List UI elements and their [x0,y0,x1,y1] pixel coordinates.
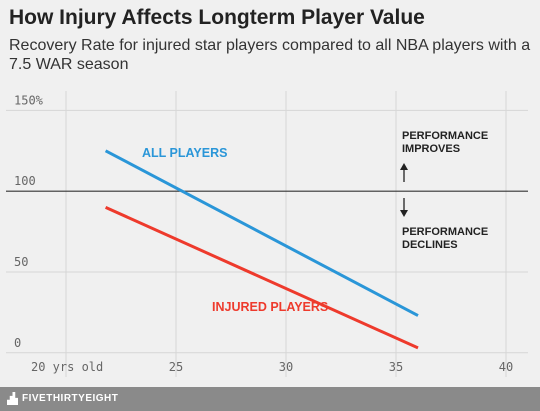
annotation-declines-line2: DECLINES [402,239,458,251]
y-tick-label: 100 [14,174,36,188]
brand-logo-icon [7,392,18,405]
x-tick-label: 25 [169,360,183,374]
line-chart: 0 50 100 150% 20 yrs old 25 30 35 40 ALL PLAYERS I… [6,91,528,377]
y-tick-label: 0 [14,336,21,350]
annotation-improves-line1: PERFORMANCE [402,130,488,142]
annotation-declines-line1: PERFORMANCE [402,226,488,238]
series-label-all-players: ALL PLAYERS [142,146,227,160]
footer-bar: FIVETHIRTYEIGHT [0,387,540,411]
arrow-up-icon [400,163,408,170]
brand-name: FIVETHIRTYEIGHT [22,393,119,404]
y-tick-label: 50 [14,255,28,269]
x-tick-label: 35 [389,360,403,374]
y-tick-label: 150% [14,93,44,107]
x-tick-label: 30 [279,360,293,374]
chart-subtitle: Recovery Rate for injured star players c… [9,37,531,73]
series-line-all-players [104,149,419,317]
x-tick-label: 40 [499,360,513,374]
series-label-injured-players: INJURED PLAYERS [212,300,328,314]
arrow-down-icon [400,210,408,217]
x-tick-label: 20 yrs old [31,360,103,374]
annotation-improves-line2: IMPROVES [402,143,460,155]
chart-title: How Injury Affects Longterm Player Value [9,6,425,29]
series-line-injured-players [104,205,419,350]
